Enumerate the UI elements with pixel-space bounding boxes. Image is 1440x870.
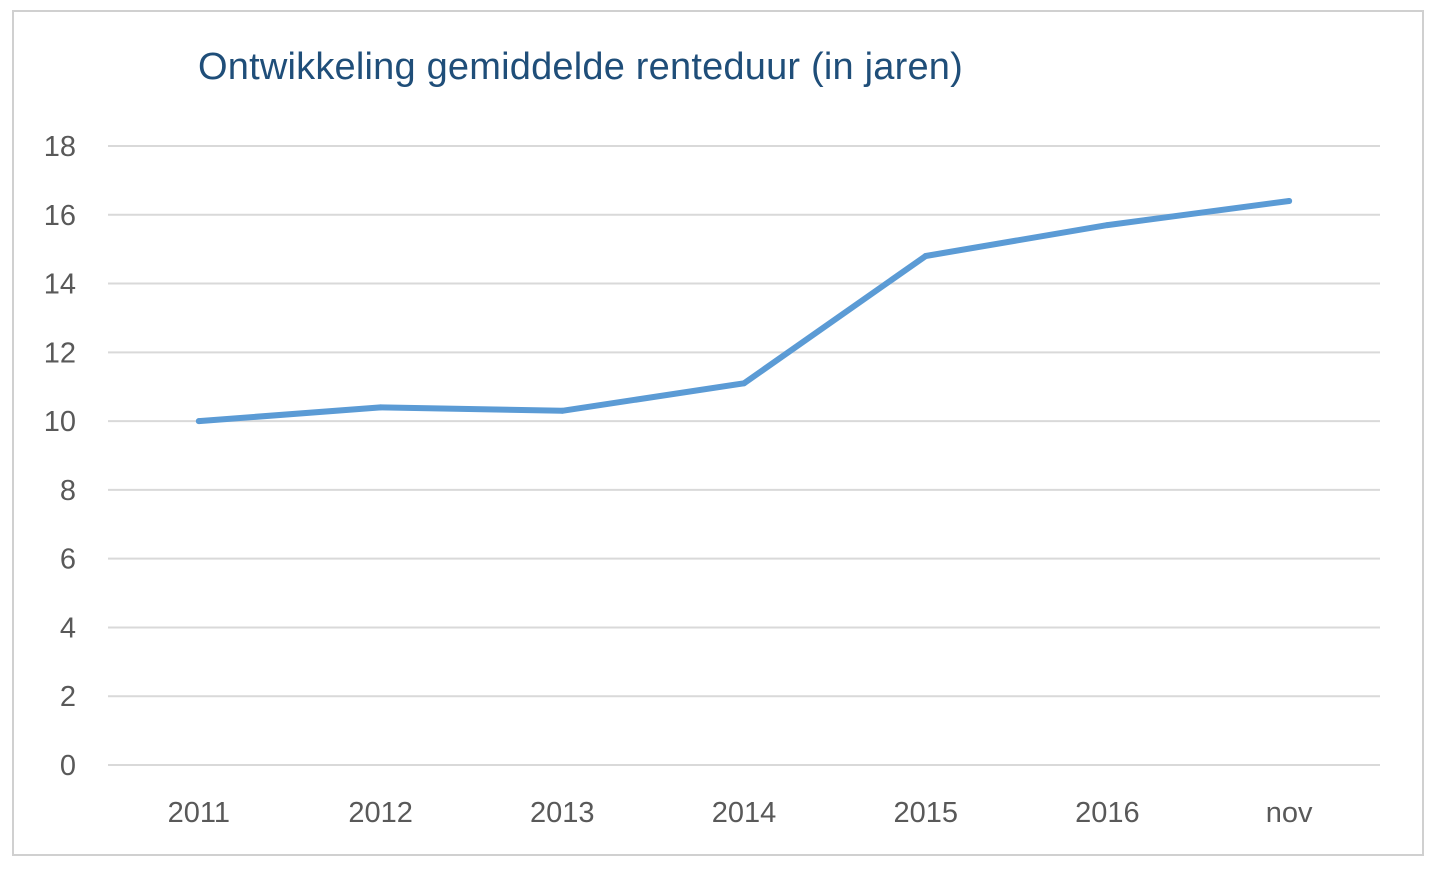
x-tick-label: 2012 bbox=[348, 797, 413, 829]
x-axis: 2011 2012 2013 2014 2015 2016 nov bbox=[168, 797, 1313, 829]
x-tick-label: 2013 bbox=[530, 797, 595, 829]
data-point-2015 bbox=[922, 253, 929, 260]
x-tick-label: 2016 bbox=[1075, 797, 1140, 829]
data-point-2013 bbox=[559, 407, 566, 414]
chart-title: Ontwikkeling gemiddelde renteduur (in ja… bbox=[198, 46, 963, 88]
series-layer bbox=[195, 198, 1293, 425]
y-tick-label: 12 bbox=[44, 337, 76, 369]
y-tick-label: 18 bbox=[44, 131, 76, 163]
y-tick-label: 4 bbox=[60, 612, 76, 644]
data-point-2011 bbox=[195, 418, 202, 425]
data-point-2016 bbox=[1104, 222, 1111, 229]
gridlines bbox=[108, 145, 1380, 766]
x-tick-label: 2015 bbox=[893, 797, 958, 829]
data-point-2014 bbox=[741, 380, 747, 387]
y-tick-label: 14 bbox=[44, 269, 76, 301]
series-line-0 bbox=[195, 198, 1293, 425]
x-tick-label: 2014 bbox=[712, 797, 777, 829]
data-point-2012 bbox=[377, 404, 384, 411]
y-tick-label: 10 bbox=[44, 406, 76, 438]
y-axis: 0 2 4 6 8 10 12 14 16 18 bbox=[44, 131, 76, 782]
y-tick-label: 6 bbox=[60, 544, 76, 576]
y-tick-label: 16 bbox=[44, 200, 76, 232]
x-tick-label: 2011 bbox=[168, 797, 230, 829]
y-tick-label: 2 bbox=[60, 681, 76, 713]
y-tick-label: 0 bbox=[60, 750, 76, 782]
x-tick-label: nov bbox=[1266, 797, 1313, 829]
y-tick-label: 8 bbox=[60, 475, 76, 507]
chart-area bbox=[12, 10, 1424, 856]
data-point-nov bbox=[1286, 198, 1293, 205]
